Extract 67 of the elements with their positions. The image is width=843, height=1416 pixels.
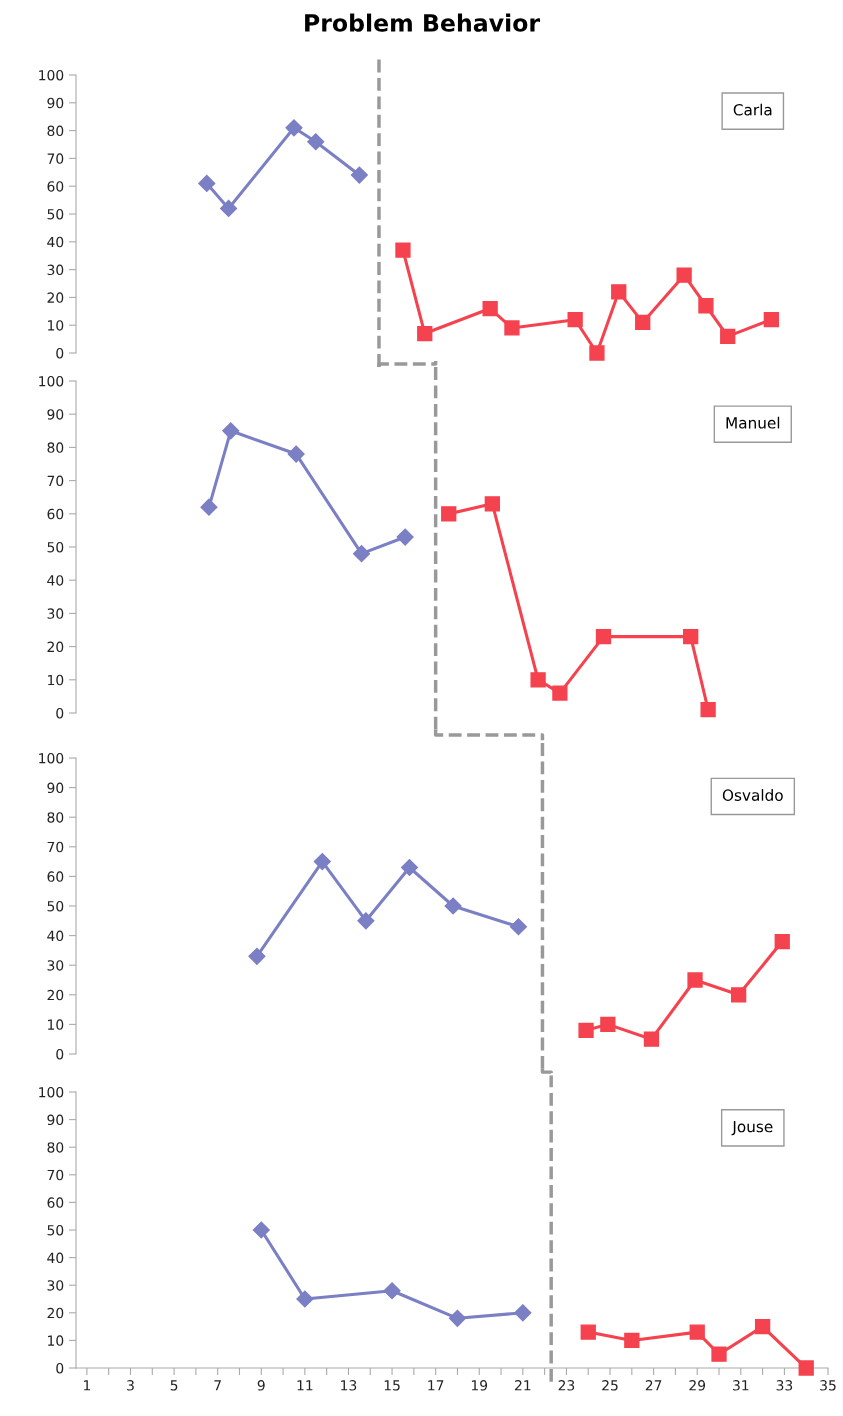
y-tick-label: 70 — [47, 1169, 64, 1181]
y-tick-label: 0 — [56, 707, 64, 719]
x-tick-label: 27 — [645, 1380, 662, 1391]
annotation: Carla — [733, 103, 772, 116]
y-tick-label: 80 — [47, 442, 64, 453]
y-tick-label: 60 — [47, 1197, 64, 1208]
x-tick-label: 29 — [689, 1380, 706, 1391]
y-tick-label: 50 — [47, 900, 64, 912]
x-tick-label: 33 — [776, 1380, 793, 1391]
x-tick-label: 5 — [170, 1380, 178, 1391]
y-tick-label: 30 — [47, 264, 64, 276]
y-tick-label: 40 — [47, 930, 64, 942]
annotation: Osvaldo — [722, 789, 783, 801]
x-tick-label: 15 — [384, 1380, 400, 1391]
y-tick-label: 10 — [48, 320, 64, 331]
y-tick-label: 30 — [47, 960, 64, 971]
y-tick-label: 0 — [56, 1362, 64, 1374]
x-tick-label: 19 — [471, 1380, 488, 1391]
y-tick-label: 70 — [47, 841, 64, 853]
x-tick-label: 17 — [428, 1380, 444, 1391]
y-tick-label: 20 — [47, 292, 64, 303]
y-tick-label: 100 — [39, 1086, 64, 1098]
y-tick-label: 20 — [47, 1307, 64, 1319]
y-tick-label: 40 — [47, 1252, 64, 1264]
y-tick-label: 100 — [39, 752, 64, 764]
annotation: Jouse — [731, 1120, 773, 1136]
x-tick-label: 25 — [602, 1380, 618, 1391]
y-tick-label: 100 — [39, 69, 64, 81]
y-tick-label: 40 — [47, 575, 64, 586]
y-tick-label: 100 — [39, 375, 64, 387]
x-tick-label: 3 — [127, 1380, 134, 1391]
y-tick-label: 80 — [47, 125, 64, 137]
x-tick-label: 31 — [733, 1380, 749, 1391]
x-tick-label: 7 — [214, 1380, 221, 1391]
y-tick-label: 0 — [56, 347, 64, 359]
y-tick-label: 70 — [47, 475, 64, 487]
y-tick-label: 10 — [48, 1019, 64, 1030]
y-tick-label: 10 — [48, 674, 64, 686]
y-tick-label: 50 — [47, 1224, 64, 1236]
annotation: Manuel — [726, 416, 780, 429]
x-tick-label: 9 — [257, 1380, 265, 1391]
y-tick-label: 20 — [47, 641, 64, 653]
y-tick-label: 20 — [47, 989, 64, 1001]
x-tick-label: 11 — [297, 1380, 313, 1391]
y-tick-label: 60 — [47, 181, 64, 192]
y-tick-label: 80 — [47, 1142, 64, 1153]
x-tick-label: 23 — [558, 1380, 575, 1391]
y-tick-label: 10 — [48, 1335, 64, 1346]
x-tick-label: 21 — [515, 1380, 531, 1391]
y-tick-label: 60 — [47, 508, 64, 520]
y-tick-label: 40 — [47, 236, 64, 248]
x-tick-label: 35 — [820, 1380, 836, 1391]
y-tick-label: 0 — [56, 1048, 64, 1060]
x-tick-label: 13 — [341, 1380, 357, 1391]
y-tick-label: 50 — [47, 208, 64, 220]
y-tick-label: 60 — [47, 871, 64, 882]
y-tick-label: 90 — [47, 1114, 64, 1126]
y-tick-label: 70 — [47, 153, 64, 164]
y-tick-label: 90 — [47, 97, 64, 109]
y-tick-label: 30 — [47, 608, 64, 619]
x-tick-label: 1 — [84, 1380, 91, 1391]
y-tick-label: 50 — [47, 541, 64, 553]
y-tick-label: 30 — [47, 1280, 64, 1291]
y-tick-label: 90 — [47, 409, 64, 420]
y-tick-label: 90 — [47, 782, 64, 794]
y-tick-label: 80 — [47, 812, 64, 823]
chart-title: Problem Behavior — [305, 13, 540, 32]
